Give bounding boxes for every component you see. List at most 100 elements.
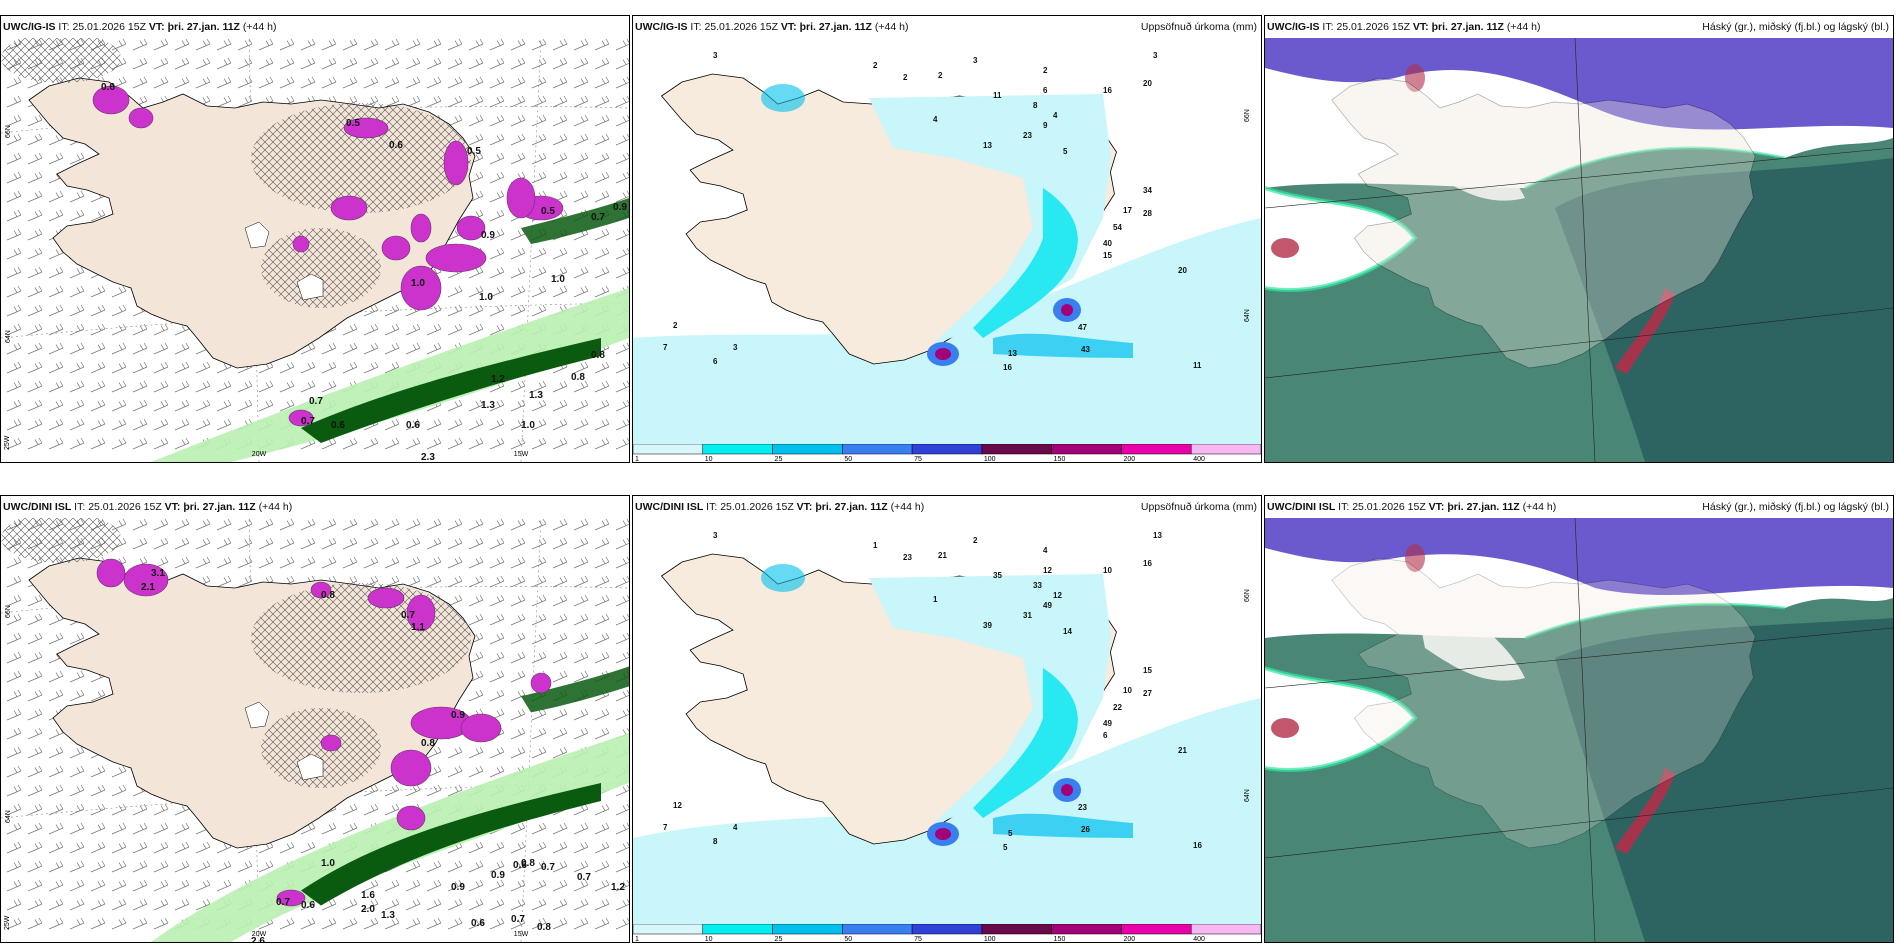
value-label: 7: [663, 343, 668, 352]
value-label: 1.0: [321, 858, 335, 869]
vt-label: VT:: [1428, 501, 1445, 513]
value-label: 13: [1008, 349, 1017, 358]
it-label: IT:: [58, 21, 70, 33]
panel-accum-precip-igis: UWC/IG-IS IT: 25.01.2026 15Z VT: þri. 27…: [632, 15, 1262, 463]
precip-colorbar: 1 10 25 50 75 100 150 200 400: [633, 444, 1261, 462]
panel-wind-precip-igis: UWC/IG-IS IT: 25.01.2026 15Z VT: þri. 27…: [0, 15, 630, 463]
value-label: 0.6: [513, 860, 527, 871]
lon-label: 20W: [252, 931, 267, 938]
value-label: 21: [1178, 746, 1187, 755]
graticule: [1, 38, 629, 462]
value-label: 0.7: [591, 212, 605, 223]
value-label: 2.0: [361, 904, 375, 915]
value-label: 1.3: [381, 910, 395, 921]
init-time: 25.01.2026 15Z: [72, 21, 146, 33]
value-label: 0.7: [541, 862, 555, 873]
cloud-layers: [1265, 518, 1893, 942]
lead-time: (+44 h): [1522, 501, 1557, 513]
value-label: 3: [713, 531, 718, 540]
colorbar-swatch: [1051, 444, 1122, 455]
value-label: 6: [713, 357, 718, 366]
value-label: 5: [1008, 829, 1013, 838]
colorbar-label: 75: [914, 936, 922, 942]
value-label: 5: [1003, 843, 1008, 852]
value-label: 43: [1081, 345, 1090, 354]
colorbar-swatch: [911, 444, 983, 455]
colorbar-label: 1: [635, 936, 639, 942]
value-label: 8: [1033, 101, 1038, 110]
value-label: 0.7: [577, 872, 591, 883]
value-label: 0.5: [346, 118, 360, 129]
init-time: 25.01.2026 15Z: [1352, 501, 1426, 513]
panel-title: Háský (gr.), miðský (fj.bl.) og lágský (…: [1702, 501, 1889, 513]
colorbar-label: 100: [984, 936, 996, 942]
value-label: 0.7: [511, 914, 525, 925]
colorbar-swatch: [1121, 924, 1192, 935]
model-name: UWC/IG-IS: [635, 21, 688, 33]
value-label: 0.9: [491, 870, 505, 881]
value-label: 23: [903, 553, 912, 562]
value-label: 0.9: [451, 710, 465, 721]
panel-header: UWC/IG-IS IT: 25.01.2026 15Z VT: þri. 27…: [633, 16, 1261, 38]
model-name: UWC/DINI ISL: [1267, 501, 1336, 513]
vt-label: VT:: [780, 21, 797, 33]
panel-accum-precip-dini: UWC/DINI ISL IT: 25.01.2026 15Z VT: þri.…: [632, 495, 1262, 943]
model-name: UWC/IG-IS: [3, 21, 56, 33]
precip-colorbar: 1 10 25 50 75 100 150 200 400: [633, 924, 1261, 942]
model-name: UWC/DINI ISL: [3, 501, 72, 513]
value-label: 6: [1043, 86, 1048, 95]
value-label: 10: [1103, 566, 1112, 575]
value-label: 16: [1193, 841, 1202, 850]
value-label: 49: [1043, 601, 1052, 610]
colorbar-swatch: [1121, 444, 1192, 455]
value-label: 0.6: [389, 140, 403, 151]
value-label: 3: [1153, 51, 1158, 60]
value-label: 4: [1053, 111, 1058, 120]
value-label: 12: [1043, 566, 1052, 575]
value-label: 47: [1078, 323, 1087, 332]
colorbar-swatch: [842, 924, 913, 935]
value-label: 3: [973, 56, 978, 65]
colorbar-swatch: [633, 924, 704, 935]
value-label: 4: [1043, 546, 1048, 555]
panel-header: UWC/DINI ISL IT: 25.01.2026 15Z VT: þri.…: [633, 496, 1261, 518]
value-label: 4: [733, 823, 738, 832]
it-label: IT:: [74, 501, 86, 513]
value-label: 39: [983, 621, 992, 630]
lat-label: 64N: [1244, 789, 1251, 802]
coastline: [1331, 77, 1756, 369]
value-label: 54: [1113, 223, 1122, 232]
colorbar-label: 25: [775, 456, 783, 462]
lat-label: 64N: [5, 330, 12, 343]
value-label: 0.6: [471, 918, 485, 929]
colorbar-swatch: [911, 924, 983, 935]
edge-label: 25W: [4, 435, 11, 450]
valid-time: þri. 27.jan. 11Z: [167, 21, 240, 33]
colorbar-swatch: [1051, 924, 1122, 935]
value-label: 2: [903, 73, 908, 82]
precip-values: 3.12.10.71.10.80.90.80.60.70.80.90.6 0.71…: [141, 568, 625, 942]
precip-blobs: [92, 85, 564, 427]
value-label: 13: [1153, 531, 1162, 540]
value-label: 23: [1023, 131, 1032, 140]
value-label: 21: [938, 551, 947, 560]
valid-time: þri. 27.jan. 11Z: [799, 21, 872, 33]
value-label: 0.8: [537, 922, 551, 933]
panel-title: Uppsöfnuð úrkoma (mm): [1140, 21, 1257, 33]
colorbar-label: 1: [635, 456, 639, 462]
value-label: 22: [1113, 703, 1122, 712]
lat-label: 66N: [1244, 109, 1251, 122]
value-label: 2: [1043, 66, 1048, 75]
lead-time: (+44 h): [258, 501, 293, 513]
value-label: 0.6: [331, 420, 345, 431]
value-label: 31: [1023, 611, 1032, 620]
value-label: 0.7: [309, 396, 323, 407]
value-label: 49: [1103, 719, 1112, 728]
lat-label: 66N: [1244, 589, 1251, 602]
it-label: IT:: [690, 21, 702, 33]
colorbar-label: 400: [1193, 936, 1205, 942]
value-label: 0.5: [467, 146, 481, 157]
colorbar-swatch: [702, 924, 773, 935]
